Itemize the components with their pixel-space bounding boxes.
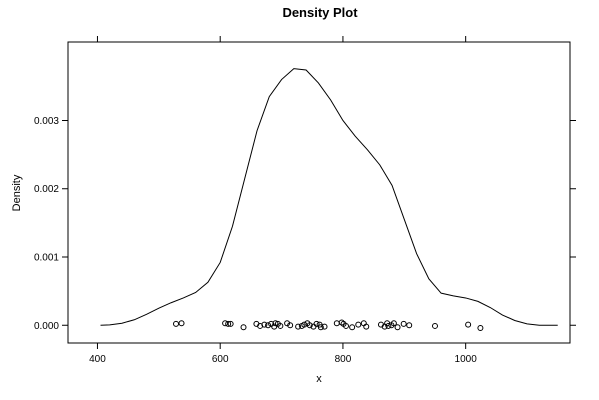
data-point — [477, 324, 484, 331]
plot-frame — [67, 41, 571, 344]
data-point — [343, 322, 349, 329]
data-point — [465, 321, 472, 328]
data-point — [355, 321, 362, 328]
data-point — [222, 320, 229, 327]
density-curve-line — [100, 68, 558, 326]
y-tick-label: 0.002 — [34, 184, 59, 195]
rug-points — [173, 319, 484, 331]
y-tick-label: 0.003 — [34, 116, 59, 127]
data-point — [261, 321, 268, 328]
data-point — [306, 322, 313, 329]
data-point — [431, 322, 438, 329]
chart-title: Density Plot — [282, 5, 358, 20]
data-point — [225, 320, 232, 327]
y-axis-title: Density — [11, 174, 23, 211]
data-point — [333, 320, 340, 327]
x-tick-label: 1000 — [455, 354, 478, 365]
data-point — [287, 322, 294, 329]
data-point — [400, 320, 407, 327]
data-point — [394, 324, 401, 331]
data-point — [277, 322, 284, 329]
data-point — [349, 324, 356, 331]
data-point — [385, 322, 392, 329]
x-axis-title: x — [316, 373, 322, 385]
data-point — [301, 321, 308, 328]
y-tick-label: 0.001 — [34, 253, 59, 264]
data-point — [173, 320, 180, 327]
axis-ticks: 400 600 800 1000 0.000 0.001 0.002 0.003 — [34, 36, 576, 365]
data-point — [316, 321, 323, 328]
data-point — [240, 324, 247, 331]
data-point — [295, 323, 302, 330]
data-point — [313, 320, 320, 327]
y-tick-label: 0.000 — [34, 321, 59, 332]
data-point — [390, 320, 397, 327]
data-point — [321, 323, 328, 330]
data-point — [363, 323, 370, 330]
x-tick-label: 600 — [212, 354, 229, 365]
data-point — [265, 322, 272, 329]
data-point — [272, 320, 279, 327]
data-point — [317, 324, 324, 331]
data-point — [406, 322, 413, 329]
x-tick-label: 400 — [89, 354, 106, 365]
data-point — [227, 320, 234, 327]
data-point — [178, 320, 185, 327]
x-tick-label: 800 — [335, 354, 352, 365]
